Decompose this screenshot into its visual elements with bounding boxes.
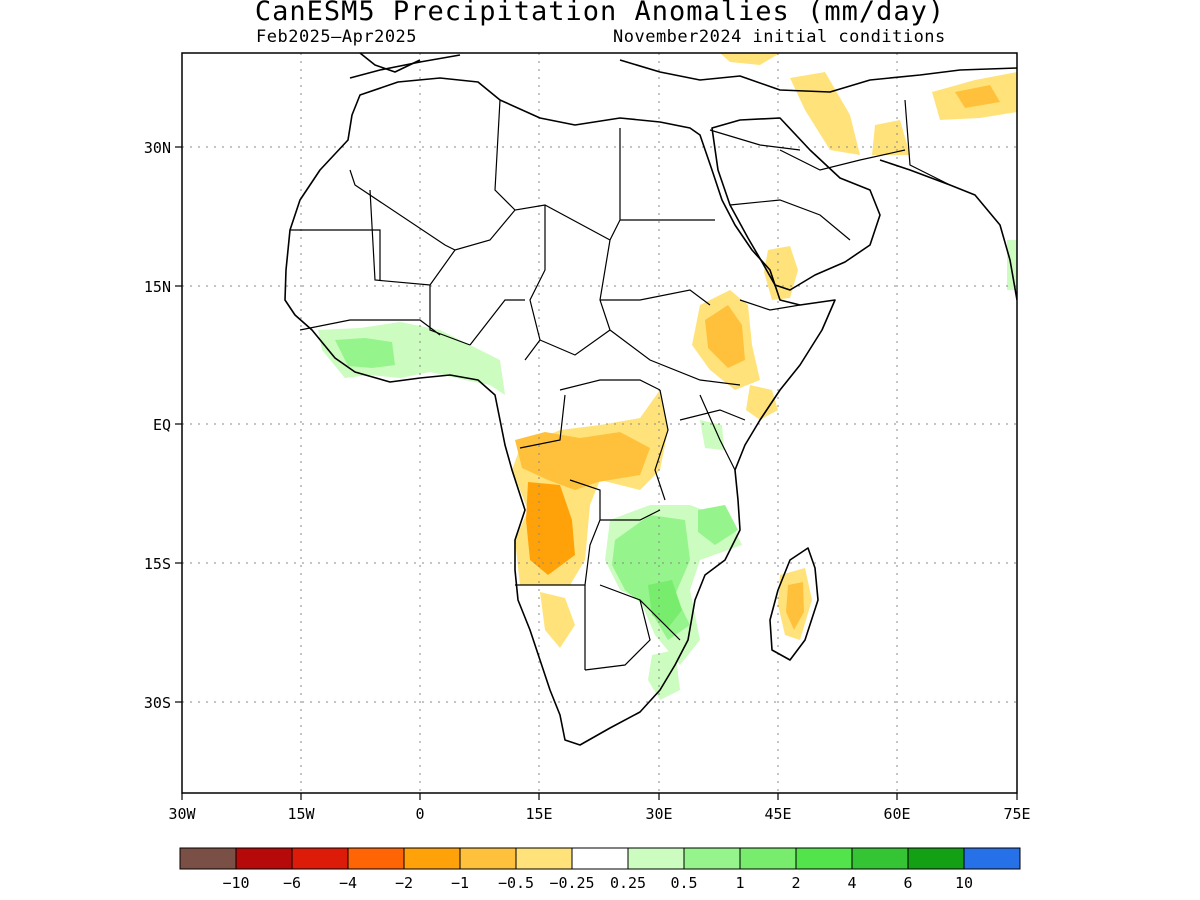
wet-anomaly-tanzania [700,420,724,450]
colorbar-swatch [459,847,517,870]
coastlines [284,53,1017,746]
colorbar-swatch [515,847,573,870]
colorbar-label: 4 [847,874,856,892]
colorbar-label: −4 [339,874,357,892]
lon-label: 15W [287,805,315,823]
lon-label: 60E [883,805,910,823]
dry-anomaly-yemen [764,246,798,300]
colorbar-swatch [179,847,237,870]
wet-anomaly-mozambique [698,505,738,545]
dry-anomaly-ethiopia-core [705,305,745,368]
madagascar-coastline [769,547,819,661]
latitude-labels: 30N 15N EQ 15S 30S [144,139,171,712]
graticule [182,53,1017,793]
lat-label: EQ [153,416,171,434]
axis-ticks [175,146,1018,800]
dry-anomaly-namibia [540,592,575,648]
colorbar-label: −0.25 [549,874,594,892]
colorbar-label: −1 [451,874,469,892]
colorbar-swatch [683,847,741,870]
lon-label: 30E [645,805,672,823]
wet-anomaly-southafrica [648,650,680,700]
arabia-coastline [711,117,881,291]
dry-anomaly-afghanistan-core [955,85,1000,108]
map-title: CanESM5 Precipitation Anomalies (mm/day) [254,0,946,27]
colorbar-swatch [963,847,1021,870]
colorbar-label: 1 [735,874,744,892]
map-frame [181,52,1018,794]
colorbar-swatch [403,847,461,870]
lat-label: 15N [144,278,171,296]
anomaly-fields [318,53,1017,700]
iberia [359,53,421,73]
lon-label: 0 [415,805,424,823]
africa-coastline [284,77,836,746]
longitude-labels: 30W 15W 0 15E 30E 45E 60E 75E [168,805,1030,823]
forecast-period: Feb2025–Apr2025 [256,27,418,47]
colorbar-label: 10 [955,874,973,892]
colorbar-swatch [907,847,965,870]
lon-label: 30W [168,805,196,823]
colorbar-swatch [291,847,349,870]
lon-label: 15E [525,805,552,823]
colorbar-label: 2 [791,874,800,892]
lat-label: 30N [144,139,171,157]
colorbar-label: 0.5 [670,874,697,892]
mediterranean-north [349,54,1017,93]
colorbar-swatch [571,847,629,870]
colorbar-swatch [627,847,685,870]
dry-anomaly-madagascar-core [786,582,804,630]
colorbar-label: −6 [283,874,301,892]
colorbar-swatch [739,847,797,870]
country-borders [290,99,951,671]
colorbar-swatch [347,847,405,870]
colorbar-label: 6 [903,874,912,892]
colorbar-label: −0.5 [498,874,534,892]
lat-label: 30S [144,694,171,712]
lon-label: 75E [1003,805,1030,823]
colorbar-label: −2 [395,874,413,892]
colorbar [179,847,1021,870]
dry-anomaly-iran [872,120,910,155]
map-panel [182,53,1017,793]
colorbar-labels: −10 −6 −4 −2 −1 −0.5 −0.25 0.25 0.5 1 2 … [222,874,973,892]
dry-anomaly-congo-core [515,432,650,490]
wet-anomaly-guinea-core [335,338,395,368]
initial-conditions: November2024 initial conditions [613,27,946,47]
asia-coastline [879,159,1017,301]
colorbar-label: −10 [222,874,249,892]
dry-anomaly-kenya [746,385,778,420]
colorbar-swatch [851,847,909,870]
dry-anomaly-angola-core [526,482,575,575]
lat-label: 15S [144,555,171,573]
colorbar-swatch [235,847,293,870]
colorbar-swatch [795,847,853,870]
dry-anomaly-arabia [790,72,860,155]
wet-anomaly-india [1007,240,1017,290]
lon-label: 45E [764,805,791,823]
dry-anomaly-north [720,53,780,65]
colorbar-label: 0.25 [610,874,646,892]
